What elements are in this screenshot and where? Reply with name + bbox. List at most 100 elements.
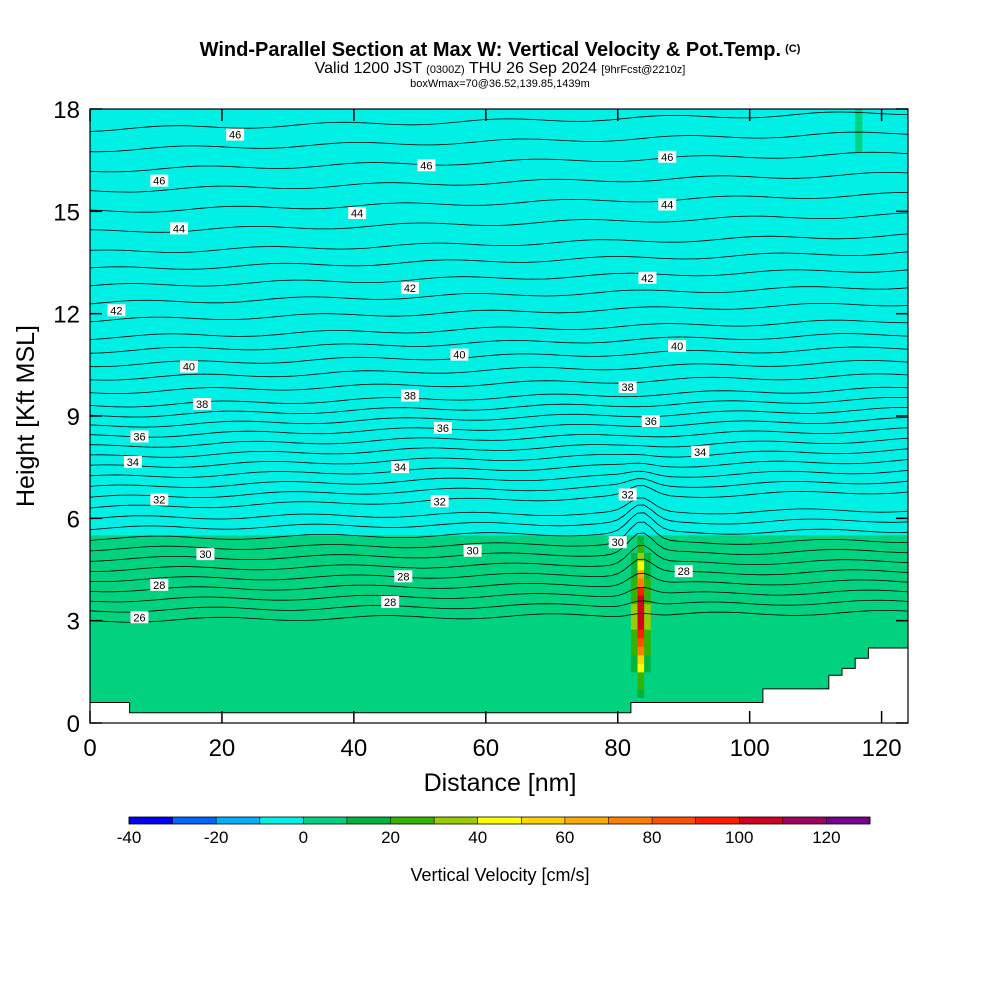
field-cell bbox=[142, 603, 150, 613]
contour-label-box bbox=[450, 348, 469, 361]
field-cell bbox=[499, 586, 507, 596]
field-cell bbox=[248, 543, 256, 553]
field-cell bbox=[334, 620, 342, 630]
field-cell bbox=[677, 543, 685, 553]
field-cell bbox=[683, 671, 691, 681]
field-cell bbox=[254, 637, 263, 647]
field-cell bbox=[881, 552, 889, 562]
field-cell bbox=[611, 705, 619, 715]
field-cell bbox=[756, 543, 764, 553]
field-cell bbox=[386, 629, 394, 639]
field-cell bbox=[268, 595, 276, 605]
field-cell bbox=[109, 569, 117, 579]
field-cell bbox=[254, 705, 263, 715]
field-cell bbox=[452, 612, 460, 622]
field-cell bbox=[334, 543, 342, 553]
field-cell bbox=[90, 646, 98, 656]
field-cell bbox=[499, 552, 507, 562]
field-cell bbox=[353, 578, 361, 588]
x-tick-label: 120 bbox=[862, 735, 902, 762]
field-cell bbox=[538, 654, 546, 664]
field-cell bbox=[241, 612, 249, 622]
field-cell bbox=[597, 578, 606, 588]
field-cell bbox=[241, 671, 249, 681]
field-cell bbox=[690, 535, 698, 545]
field-cell bbox=[188, 629, 197, 639]
field-cell bbox=[663, 569, 672, 579]
field-cell bbox=[881, 629, 889, 639]
field-cell bbox=[380, 603, 388, 613]
field-cell bbox=[129, 535, 137, 545]
contour-label: 40 bbox=[179, 360, 198, 374]
field-cell bbox=[597, 552, 606, 562]
field-cell bbox=[202, 569, 210, 579]
field-cell bbox=[419, 646, 427, 656]
field-cell bbox=[327, 629, 335, 639]
field-cell bbox=[433, 543, 441, 553]
field-cell bbox=[677, 603, 685, 613]
field-cell bbox=[301, 705, 309, 715]
field-cell bbox=[413, 578, 421, 588]
field-cell bbox=[400, 620, 408, 630]
contour-label-text: 32 bbox=[434, 496, 446, 508]
field-cell bbox=[696, 637, 704, 647]
field-cell bbox=[505, 705, 513, 715]
field-cell bbox=[578, 620, 586, 630]
contour-label: 26 bbox=[130, 611, 149, 624]
field-cell bbox=[782, 654, 790, 664]
field-cell bbox=[881, 620, 889, 630]
field-cell bbox=[393, 688, 401, 698]
field-cell bbox=[617, 646, 625, 656]
field-cell bbox=[630, 552, 639, 562]
field-cell bbox=[776, 603, 784, 613]
field-cell bbox=[314, 586, 322, 596]
field-cell bbox=[320, 705, 328, 715]
field-cell bbox=[690, 612, 698, 622]
field-cell bbox=[828, 578, 836, 588]
field-cell bbox=[723, 671, 731, 681]
field-cell bbox=[591, 560, 599, 570]
field-cell bbox=[584, 578, 592, 588]
field-cell bbox=[393, 603, 401, 613]
field-cell bbox=[842, 654, 850, 664]
field-cell bbox=[584, 646, 592, 656]
field-cell bbox=[644, 560, 652, 570]
field-cell bbox=[169, 663, 177, 673]
field-cell bbox=[340, 629, 348, 639]
contour-label-text: 44 bbox=[173, 223, 185, 235]
field-cell bbox=[413, 671, 421, 681]
field-cell bbox=[459, 552, 467, 562]
field-cell bbox=[894, 612, 902, 622]
field-cell bbox=[466, 586, 474, 596]
field-cell bbox=[736, 680, 744, 690]
field-cell bbox=[393, 680, 401, 690]
field-cell bbox=[268, 705, 276, 715]
field-cell bbox=[215, 595, 223, 605]
field-cell bbox=[743, 543, 751, 553]
field-cell bbox=[525, 620, 533, 630]
field-cell bbox=[281, 595, 289, 605]
field-cell bbox=[452, 543, 460, 553]
field-cell bbox=[842, 612, 850, 622]
field-cell bbox=[769, 569, 777, 579]
field-cell bbox=[558, 620, 566, 630]
field-cell bbox=[624, 569, 632, 579]
y-tick-label: 0 bbox=[67, 711, 80, 738]
field-cell bbox=[657, 535, 665, 545]
field-cell bbox=[327, 586, 335, 596]
field-cell bbox=[413, 663, 421, 673]
field-cell bbox=[710, 586, 718, 596]
field-cell bbox=[228, 595, 236, 605]
field-cell bbox=[386, 671, 394, 681]
field-cell bbox=[782, 620, 790, 630]
field-cell bbox=[499, 595, 507, 605]
field-cell bbox=[122, 569, 131, 579]
field-cell bbox=[677, 680, 685, 690]
contour-label: 46 bbox=[417, 159, 436, 172]
field-cell bbox=[347, 578, 355, 588]
field-cell bbox=[228, 646, 236, 656]
field-cell bbox=[466, 646, 474, 656]
field-cell bbox=[597, 680, 606, 690]
field-cell bbox=[485, 671, 493, 681]
field-cell bbox=[274, 688, 282, 698]
